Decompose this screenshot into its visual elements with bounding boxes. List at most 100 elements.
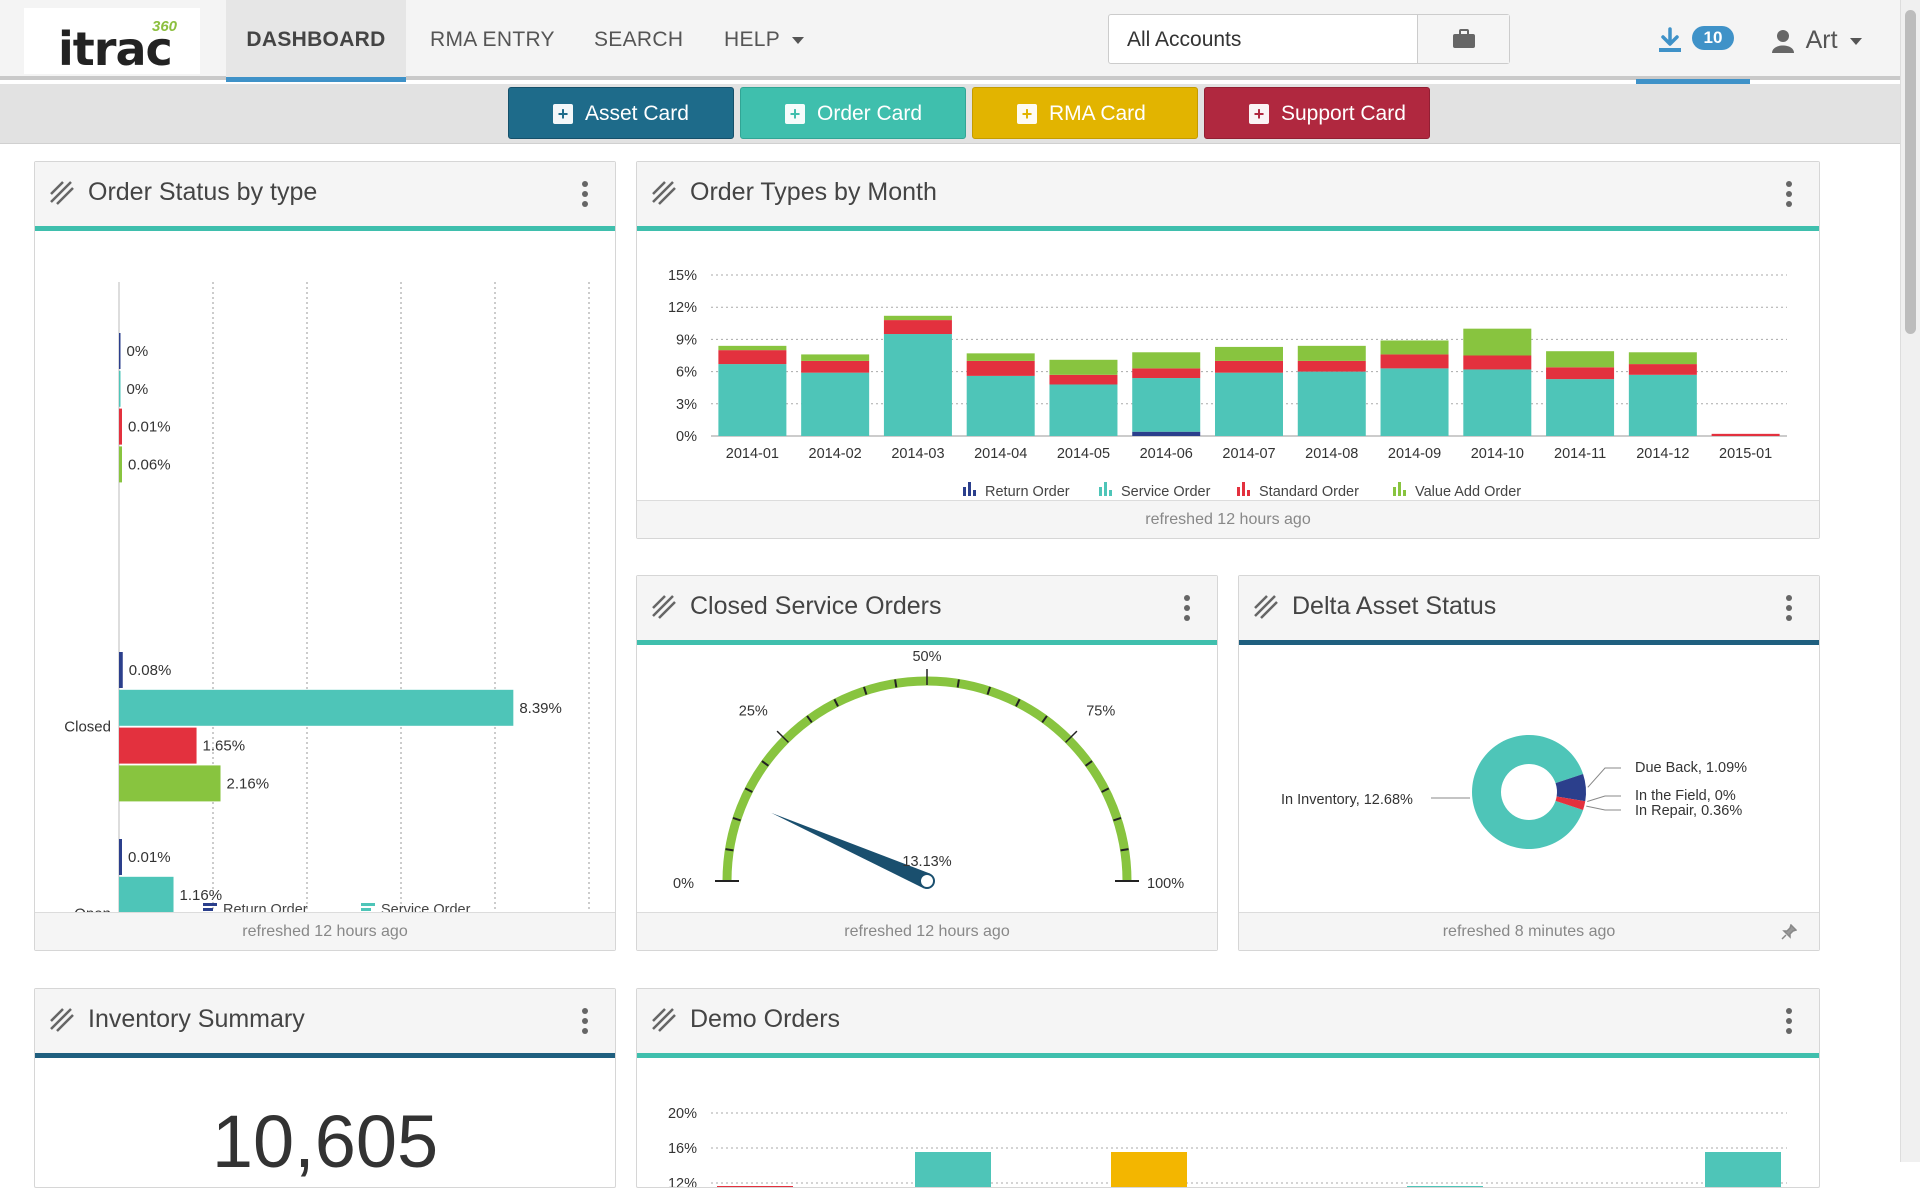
gauge-tick [806, 715, 813, 724]
logo-superscript: 360 [152, 18, 178, 35]
user-icon [1772, 30, 1794, 54]
donut-slice [1555, 796, 1586, 811]
legend-swatch-icon [1104, 482, 1107, 496]
account-select[interactable]: All Accounts [1108, 14, 1510, 64]
bar-segment [1380, 368, 1449, 436]
bar [119, 446, 122, 483]
gauge-tick [725, 848, 734, 852]
account-select-value: All Accounts [1127, 28, 1242, 51]
tab-search[interactable]: SEARCH [594, 28, 684, 51]
x-tick-label: 2014-06 [1140, 446, 1193, 462]
bar [119, 765, 221, 802]
panel-demo-orders: Demo Orders 20% 16% 12% [636, 988, 1820, 1188]
account-select-button[interactable] [1417, 15, 1509, 63]
add-card-icon [553, 104, 573, 124]
donut-slice [1472, 735, 1584, 849]
drag-handle-icon[interactable] [651, 180, 677, 206]
bar-segment [883, 315, 952, 321]
panel-accent-line [35, 226, 615, 231]
gauge-tick-label: 0% [673, 876, 694, 892]
x-tick-label: 2014-12 [1636, 446, 1689, 462]
tab-rma-entry[interactable]: RMA ENTRY [430, 28, 555, 51]
gauge-tick [833, 698, 839, 707]
support-card-button[interactable]: Support Card [1204, 87, 1430, 139]
bar [1111, 1152, 1187, 1187]
y-tick-label: 20% [668, 1106, 697, 1122]
gauge-tick [1041, 715, 1048, 724]
bar [119, 876, 174, 912]
tab-dashboard[interactable]: DASHBOARD [226, 0, 406, 82]
kebab-menu-icon[interactable] [1785, 1007, 1793, 1035]
gauge-tick [1101, 787, 1110, 793]
kebab-menu-icon[interactable] [1183, 594, 1191, 622]
scrollbar-thumb[interactable] [1905, 10, 1916, 334]
legend-swatch-icon [203, 908, 213, 911]
panel-order-status: Order Status by type 0%2%4%6%8%10%0%0%0.… [34, 161, 616, 951]
pin-icon[interactable] [1781, 924, 1797, 940]
bar [119, 652, 123, 688]
order-types-chart: 0% 3% 6% 9% 12% 15% 2014-01 2014-02 2014-03 2014-… [668, 268, 1787, 500]
panel-title: Delta Asset Status [1292, 592, 1497, 620]
gauge-tick-label: 25% [739, 703, 768, 719]
kebab-menu-icon[interactable] [581, 180, 589, 208]
tab-help[interactable]: HELP [724, 0, 804, 80]
order-card-label: Order Card [817, 102, 923, 125]
user-menu[interactable]: Art [1772, 0, 1863, 80]
panel-header: Order Status by type [35, 162, 615, 231]
drag-handle-icon[interactable] [651, 1007, 677, 1033]
top-navbar: itrac 360 DASHBOARD RMA ENTRY SEARCH HEL… [0, 0, 1900, 84]
gauge-tick [744, 787, 753, 793]
x-tick-label: 2015-01 [1719, 446, 1772, 462]
legend-swatch-icon [1242, 482, 1245, 496]
order-card-button[interactable]: Order Card [740, 87, 966, 139]
gauge-tick [894, 679, 898, 688]
add-card-icon [785, 104, 805, 124]
legend-item: Service Order [361, 902, 471, 912]
x-tick-label: 2014-11 [1554, 446, 1606, 462]
legend-swatch-icon [1393, 487, 1396, 496]
panel-title: Closed Service Orders [690, 592, 942, 620]
kebab-menu-icon[interactable] [581, 1007, 589, 1035]
panel-footer-text: refreshed 8 minutes ago [1442, 923, 1616, 940]
downloads-button[interactable]: 10 [1636, 0, 1750, 84]
kebab-menu-icon[interactable] [1785, 594, 1793, 622]
drag-handle-icon[interactable] [49, 1007, 75, 1033]
legend-label: Standard Order [1259, 484, 1359, 500]
legend-item: Service Order [1099, 482, 1211, 500]
drag-handle-icon[interactable] [1253, 594, 1279, 620]
drag-handle-icon[interactable] [651, 594, 677, 620]
bar-segment [1297, 345, 1366, 361]
gauge-tick-label: 50% [912, 649, 941, 665]
kebab-menu-icon[interactable] [1785, 180, 1793, 208]
x-tick-label: 2014-08 [1305, 446, 1358, 462]
page-scrollbar[interactable] [1900, 0, 1920, 1162]
gauge-tick [1084, 760, 1093, 767]
panel-order-types: Order Types by Month 0% 3% 6% 9% 12% 15% 2014-… [636, 161, 1820, 539]
x-tick-label: 2014-07 [1222, 446, 1275, 462]
panel-accent-line [637, 226, 1819, 231]
bar [119, 408, 122, 445]
drag-handle-icon[interactable] [49, 180, 75, 206]
asset-card-button[interactable]: Asset Card [508, 87, 734, 139]
donut-label: In the Field, 0% [1587, 788, 1736, 804]
legend-swatch-icon [1099, 487, 1102, 496]
add-card-icon [1249, 104, 1269, 124]
user-name: Art [1805, 26, 1838, 54]
leader-line [1587, 795, 1621, 803]
y-tick-label: 12% [668, 300, 697, 316]
panel-footer: refreshed 12 hours ago [35, 912, 615, 950]
donut-label: In Inventory, 12.68% [1281, 792, 1470, 808]
rma-card-button[interactable]: RMA Card [972, 87, 1198, 139]
legend-swatch-icon [968, 482, 971, 496]
gauge-needle [771, 812, 931, 889]
gauge-tick [732, 817, 741, 822]
bar-segment [1380, 354, 1449, 369]
legend-swatch-icon [973, 490, 976, 496]
legend-swatch-icon [1403, 490, 1406, 496]
logo-text: itrac [58, 22, 173, 76]
gauge-tick [1113, 817, 1122, 822]
bar-segment [801, 354, 870, 361]
panel-footer: refreshed 12 hours ago [637, 500, 1819, 538]
itrac-logo[interactable]: itrac 360 [24, 8, 200, 74]
y-tick-label: 3% [676, 397, 697, 413]
